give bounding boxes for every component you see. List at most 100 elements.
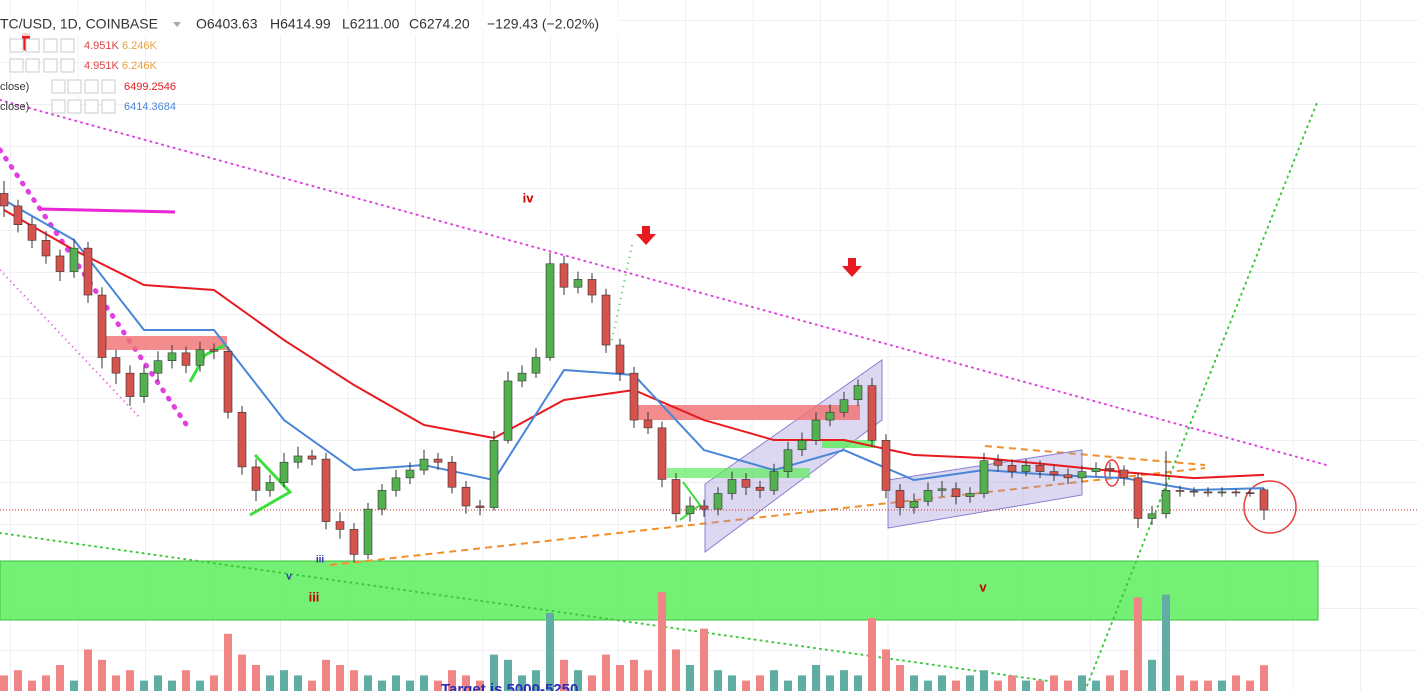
- indicator-value: 6499.2546: [124, 81, 176, 93]
- candle-body: [1259, 489, 1269, 511]
- volume-bar: [406, 680, 414, 691]
- candle-body: [461, 486, 471, 507]
- volume-bar: [1092, 680, 1100, 691]
- volume-bar: [238, 654, 246, 691]
- volume-bar: [56, 665, 64, 691]
- indicator-value: 6414.3684: [124, 101, 176, 113]
- volume-bar: [392, 675, 400, 691]
- volume-bar: [840, 670, 848, 691]
- indicator-buttons[interactable]: [9, 38, 75, 53]
- volume-bar: [574, 670, 582, 691]
- candle-body: [545, 263, 555, 358]
- candle-body: [993, 460, 1003, 466]
- candle-body: [265, 482, 275, 491]
- candle-body: [979, 460, 989, 494]
- volume-bar: [0, 675, 8, 691]
- volume-bar: [882, 649, 890, 691]
- volume-bar: [868, 618, 876, 691]
- ohlc-value: L6211.00: [342, 16, 400, 32]
- volume-bar: [420, 675, 428, 691]
- ohlc-value: C6274.20: [409, 16, 470, 32]
- indicator-value: 4.951K: [84, 40, 120, 52]
- volume-bar: [84, 649, 92, 691]
- volume-bar: [798, 675, 806, 691]
- ohlc-value: O6403.63: [196, 16, 258, 32]
- candle-body: [559, 263, 569, 288]
- volume-bar: [560, 659, 568, 691]
- candle-body: [1133, 477, 1143, 519]
- candle-body: [13, 205, 23, 226]
- indicator-buttons[interactable]: [9, 58, 75, 73]
- symbol-title[interactable]: TC/USD, 1D, COINBASE: [0, 16, 158, 32]
- volume-bar: [252, 665, 260, 691]
- candle-body: [349, 529, 359, 555]
- volume-bar: [504, 659, 512, 691]
- volume-bar: [308, 680, 316, 691]
- trendline: [984, 445, 1206, 466]
- resistance-box: [100, 336, 227, 350]
- volume-bar: [1120, 670, 1128, 691]
- volume-bar: [70, 680, 78, 691]
- volume-bar: [630, 659, 638, 691]
- candle-body: [643, 419, 653, 429]
- candle-body: [615, 344, 625, 374]
- candle-body: [1245, 492, 1255, 495]
- dropdown-caret[interactable]: [173, 22, 181, 27]
- candle-body: [853, 385, 863, 401]
- candle-body: [83, 247, 93, 296]
- candle-body: [1161, 490, 1171, 515]
- wave-label: iii: [316, 555, 325, 566]
- candle-body: [937, 488, 947, 491]
- candle-body: [1189, 490, 1199, 493]
- volume-bar: [700, 628, 708, 691]
- change-value: −129.43 (−2.02%): [487, 16, 599, 32]
- volume-bar: [546, 613, 554, 691]
- candle-body: [587, 279, 597, 296]
- candle-body: [41, 240, 51, 257]
- volume-bar: [616, 665, 624, 691]
- volume-bar: [168, 680, 176, 691]
- candle-body: [363, 508, 373, 555]
- candle-body: [1091, 468, 1101, 472]
- volume-bar: [182, 670, 190, 691]
- volume-bar: [672, 649, 680, 691]
- candle-body: [1231, 491, 1241, 494]
- indicator-name[interactable]: close): [0, 101, 29, 113]
- volume-bar: [266, 675, 274, 691]
- candle-body: [783, 449, 793, 472]
- candle-body: [419, 458, 429, 471]
- candle-body: [167, 352, 177, 361]
- indicator-name[interactable]: close): [0, 81, 29, 93]
- volume-bar: [1176, 675, 1184, 691]
- candle-body: [825, 411, 835, 421]
- candle-body: [685, 505, 695, 515]
- volume-bar: [518, 675, 526, 691]
- candle-body: [629, 372, 639, 421]
- volume-bar: [154, 675, 162, 691]
- projection-line: [1084, 99, 1319, 691]
- candle-body: [97, 294, 107, 358]
- candle-body: [1217, 491, 1227, 494]
- candle-body: [671, 479, 681, 515]
- indicator-buttons[interactable]: [51, 79, 116, 94]
- candle-body: [1105, 468, 1115, 471]
- indicator-buttons[interactable]: [51, 99, 116, 114]
- down-arrow: [636, 226, 656, 245]
- candle-body: [1203, 491, 1213, 494]
- volume-bar: [462, 675, 470, 691]
- support-box: [822, 440, 875, 448]
- pattern: [188, 343, 226, 383]
- candle-body: [489, 440, 499, 508]
- highlight-circle: [1104, 459, 1120, 487]
- candle-body: [111, 357, 121, 374]
- candle-body: [209, 349, 219, 352]
- candle-body: [307, 455, 317, 460]
- wave-label: v: [286, 572, 292, 583]
- wave-label: iii: [309, 589, 320, 604]
- volume-bar: [714, 670, 722, 691]
- volume-bar: [644, 670, 652, 691]
- volume-bar: [658, 592, 666, 691]
- volume-bar: [14, 670, 22, 691]
- volume-bar: [224, 633, 232, 691]
- volume-bar: [1148, 659, 1156, 691]
